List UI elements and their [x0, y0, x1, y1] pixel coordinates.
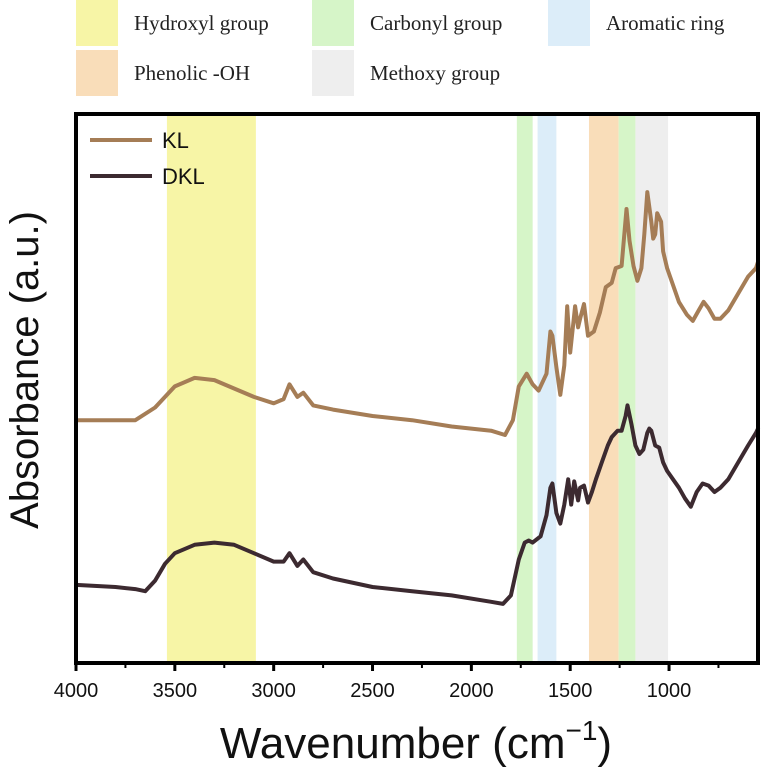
- series-legend: KL DKL: [90, 128, 205, 189]
- region-legend-swatch-phenolic-oh: [76, 50, 118, 96]
- absorption-regions: [166, 114, 669, 663]
- region-hydroxyl-group: [166, 114, 256, 663]
- series-lines: [74, 190, 760, 606]
- x-axis-ticks: 4000 3500 3000 2500 2000 1500 1000: [54, 663, 720, 702]
- region-carbonyl-group: [618, 114, 636, 663]
- region-legend-label-methoxy-group: Methoxy group: [370, 61, 500, 85]
- x-axis-title-main: Wavenumber (cm: [220, 719, 566, 768]
- series-line-dkl: [74, 403, 760, 606]
- y-axis-title: Absorbance (a.u.): [3, 211, 47, 529]
- region-legend-swatch-carbonyl-group: [312, 0, 354, 46]
- x-tick-label-3500: 3500: [153, 680, 198, 702]
- series-legend-label-dkl: DKL: [162, 164, 205, 189]
- region-legend-label-aromatic-ring: Aromatic ring: [606, 11, 725, 35]
- x-tick-label-2000: 2000: [449, 680, 494, 702]
- region-legend-swatch-aromatic-ring: [548, 0, 590, 46]
- region-legend-label-carbonyl-group: Carbonyl group: [370, 11, 502, 35]
- x-axis-title-end: ): [597, 719, 612, 768]
- x-tick-label-3000: 3000: [251, 680, 296, 702]
- x-axis-title-sup: −1: [565, 715, 597, 746]
- region-legend: Hydroxyl group Carbonyl group Aromatic rin…: [76, 0, 725, 96]
- region-methoxy-group: [635, 114, 669, 663]
- series-legend-label-kl: KL: [162, 128, 189, 153]
- x-tick-label-2500: 2500: [350, 680, 395, 702]
- x-tick-label-4000: 4000: [54, 680, 99, 702]
- region-legend-swatch-hydroxyl-group: [76, 0, 118, 46]
- region-legend-label-hydroxyl-group: Hydroxyl group: [134, 11, 269, 35]
- x-axis-title: Wavenumber (cm−1): [220, 715, 612, 768]
- region-legend-swatch-methoxy-group: [312, 50, 354, 96]
- region-carbonyl-group: [516, 114, 533, 663]
- x-tick-label-1500: 1500: [548, 680, 593, 702]
- plot-frame: [74, 112, 760, 665]
- region-phenolic-oh: [588, 114, 619, 663]
- series-line-kl: [74, 190, 760, 437]
- region-legend-label-phenolic-oh: Phenolic -OH: [134, 61, 250, 85]
- x-tick-label-1000: 1000: [647, 680, 692, 702]
